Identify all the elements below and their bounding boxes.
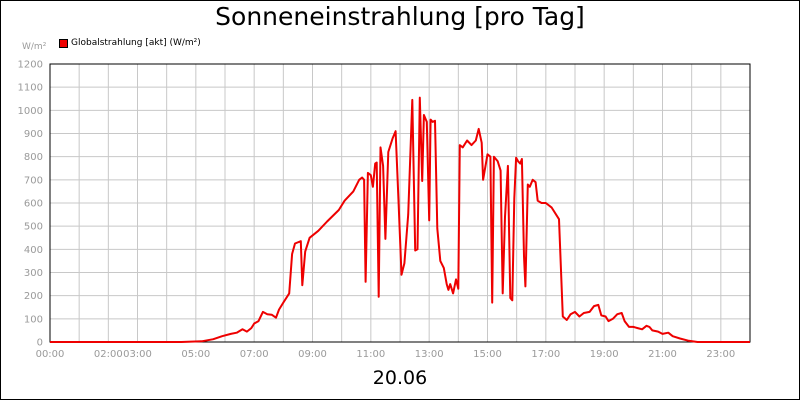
x-tick-label: 05:00: [181, 349, 210, 360]
y-tick-label: 200: [24, 291, 43, 302]
y-tick-label: 300: [24, 268, 43, 279]
y-tick-label: 600: [24, 199, 43, 210]
x-tick-label: 17:00: [531, 349, 560, 360]
y-tick-label: 0: [37, 338, 43, 349]
y-tick-label: 400: [24, 245, 43, 256]
x-tick-label: 09:00: [298, 349, 327, 360]
y-tick-label: 100: [24, 314, 43, 325]
x-tick-label: 02:00: [94, 349, 123, 360]
legend-label: Globalstrahlung [akt] (W/m²): [71, 38, 201, 48]
y-tick-label: 1100: [18, 83, 43, 94]
x-tick-label: 23:00: [706, 349, 735, 360]
y-tick-label: 1000: [18, 106, 43, 117]
y-tick-label: 500: [24, 222, 43, 233]
y-tick-label: 900: [24, 129, 43, 140]
x-tick-label: 11:00: [356, 349, 385, 360]
x-tick-label: 13:00: [415, 349, 444, 360]
x-tick-label: 07:00: [240, 349, 269, 360]
plot-border: [49, 63, 751, 343]
series-line-globalstrahlung: [50, 96, 750, 343]
x-tick-label: 15:00: [473, 349, 502, 360]
x-tick-label: 00:00: [36, 349, 65, 360]
y-axis-unit-label: W/m²: [22, 42, 47, 52]
date-label: 20.06: [372, 367, 428, 389]
x-tick-label: 19:00: [590, 349, 619, 360]
legend-swatch: [59, 39, 68, 48]
y-tick-label: 700: [24, 175, 43, 186]
x-tick-label: 03:00: [123, 349, 152, 360]
y-tick-label: 1200: [18, 60, 43, 71]
chart-title: Sonneneinstrahlung [pro Tag]: [215, 2, 585, 31]
x-tick-label: 21:00: [648, 349, 677, 360]
y-tick-label: 800: [24, 152, 43, 163]
